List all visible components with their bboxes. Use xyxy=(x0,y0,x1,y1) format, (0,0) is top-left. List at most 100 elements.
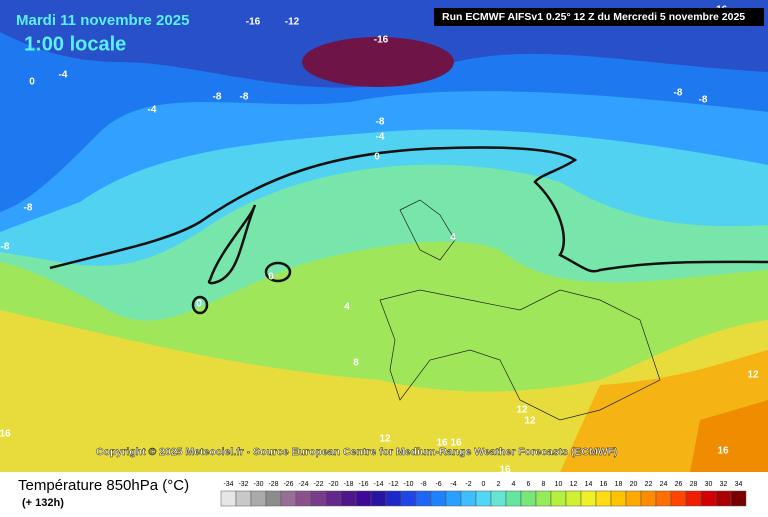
scale-label: 16 xyxy=(600,481,608,488)
contour-label: -8 xyxy=(699,95,708,106)
scale-label: -2 xyxy=(465,481,471,488)
contour-label: -4 xyxy=(59,70,68,81)
scale-label: -24 xyxy=(298,481,308,488)
map-date: Mardi 11 novembre 2025 xyxy=(16,12,189,29)
contour-label: 0 xyxy=(374,152,380,163)
contour-label: -8 xyxy=(213,92,222,103)
contour-label: 16 xyxy=(499,465,511,476)
scale-swatch xyxy=(460,490,477,507)
scale-swatch xyxy=(265,490,282,507)
scale-swatch xyxy=(235,490,252,507)
scale-label: -22 xyxy=(313,481,323,488)
scale-label: 0 xyxy=(482,481,486,488)
scale-label: -16 xyxy=(358,481,368,488)
scale-swatch xyxy=(565,490,582,507)
scale-label: 32 xyxy=(720,481,728,488)
scale-swatch xyxy=(640,490,657,507)
scale-swatch xyxy=(535,490,552,507)
scale-swatch xyxy=(280,490,297,507)
contour-label: -12 xyxy=(285,17,300,28)
scale-label: -28 xyxy=(268,481,278,488)
scale-label: 34 xyxy=(735,481,743,488)
scale-swatch xyxy=(655,490,672,507)
scale-swatch xyxy=(340,490,357,507)
scale-swatch xyxy=(685,490,702,507)
contour-label: 4 xyxy=(344,302,350,313)
scale-label: 28 xyxy=(690,481,698,488)
scale-swatch xyxy=(550,490,567,507)
scale-swatch xyxy=(310,490,327,507)
contour-label: 16 xyxy=(0,429,11,440)
copyright: Copyright © 2025 Meteociel.fr - Source E… xyxy=(96,446,618,458)
contour-label: 8 xyxy=(353,358,359,369)
scale-label: -6 xyxy=(435,481,441,488)
scale-swatch xyxy=(730,490,747,507)
scale-label: -12 xyxy=(388,481,398,488)
scale-label: -4 xyxy=(450,481,456,488)
scale-swatch xyxy=(505,490,522,507)
scale-swatch xyxy=(580,490,597,507)
contour-label: 4 xyxy=(450,233,456,244)
scale-swatch xyxy=(220,490,237,507)
scale-label: 8 xyxy=(542,481,546,488)
scale-label: -32 xyxy=(238,481,248,488)
scale-label: 20 xyxy=(630,481,638,488)
scale-label: 18 xyxy=(615,481,623,488)
contour-label: -8 xyxy=(24,203,33,214)
scale-swatch xyxy=(445,490,462,507)
scale-label: -18 xyxy=(343,481,353,488)
scale-label: -26 xyxy=(283,481,293,488)
contour-label: -8 xyxy=(376,117,385,128)
scale-swatch xyxy=(400,490,417,507)
scale-label: -34 xyxy=(223,481,233,488)
map-time: 1:00 locale xyxy=(24,33,126,55)
scale-label: -14 xyxy=(373,481,383,488)
scale-label: -10 xyxy=(403,481,413,488)
scale-swatch xyxy=(490,490,507,507)
contour-label: 16 xyxy=(450,438,462,449)
legend-title: Température 850hPa (°C) xyxy=(18,477,189,494)
run-box xyxy=(434,8,764,26)
map xyxy=(0,0,768,472)
scale-swatch xyxy=(715,490,732,507)
scale-swatch xyxy=(295,490,312,507)
scale-swatch xyxy=(475,490,492,507)
contour-label: 0 xyxy=(196,299,202,310)
scale-swatch xyxy=(430,490,447,507)
scale-label: 6 xyxy=(527,481,531,488)
scale-label: 10 xyxy=(555,481,563,488)
contour-label: -4 xyxy=(148,105,157,116)
legend-lead: (+ 132h) xyxy=(22,497,64,509)
color-scale: -34 -32 -30 -28 -26 -24 -22 -20 -18 -16 -14 -12 -10-… xyxy=(220,481,747,507)
scale-label: 12 xyxy=(570,481,578,488)
scale-swatch xyxy=(520,490,537,507)
scale-swatch xyxy=(355,490,372,507)
contour-label: 12 xyxy=(516,405,528,416)
run-info: Run ECMWF AIFSv1 0.25° 12 Z du Mercredi … xyxy=(442,11,745,23)
scale-label: -20 xyxy=(328,481,338,488)
scale-label: -30 xyxy=(253,481,263,488)
contour-label: -8 xyxy=(1,242,10,253)
scale-swatch xyxy=(700,490,717,507)
scale-label: 4 xyxy=(512,481,516,488)
scale-swatch xyxy=(370,490,387,507)
scale-swatch xyxy=(415,490,432,507)
scale-label: 26 xyxy=(675,481,683,488)
contour-label: 12 xyxy=(524,416,536,427)
scale-label: -8 xyxy=(420,481,426,488)
contour-label: 16 xyxy=(436,438,448,449)
scale-swatch xyxy=(325,490,342,507)
contour-label: -8 xyxy=(674,88,683,99)
scale-label: 24 xyxy=(660,481,668,488)
scale-label: 22 xyxy=(645,481,653,488)
contour-label: -16 xyxy=(246,17,261,28)
scale-label: 14 xyxy=(585,481,593,488)
contour-label: 12 xyxy=(379,434,391,445)
contour-label: 16 xyxy=(717,446,729,457)
contour-label: 12 xyxy=(747,370,759,381)
contour-label: 0 xyxy=(29,77,35,88)
scale-label: 2 xyxy=(497,481,501,488)
contour-label: -4 xyxy=(376,132,385,143)
scale-swatch xyxy=(385,490,402,507)
